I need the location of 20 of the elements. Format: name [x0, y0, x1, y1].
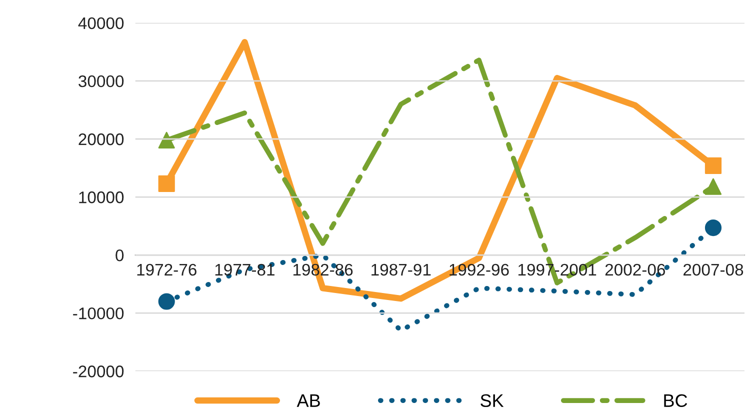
point — [704, 219, 722, 236]
point — [704, 157, 722, 174]
x-tick-label: 1987-91 — [372, 264, 431, 276]
point — [704, 178, 722, 195]
legend-label: SK — [480, 394, 504, 408]
y-tick-label: 30000 — [78, 75, 124, 88]
y-tick-label: -20000 — [73, 366, 124, 378]
y-tick-label: 20000 — [78, 133, 124, 146]
point — [158, 132, 175, 148]
x-tick-label: 2002-06 — [605, 264, 666, 276]
legend-label: BC — [664, 394, 688, 408]
legend-label: AB — [296, 394, 320, 407]
x-tick-label: 2007-08 — [684, 264, 744, 276]
point — [158, 175, 175, 192]
y-tick-label: 10000 — [79, 191, 124, 204]
x-tick-label: 1972-76 — [137, 264, 196, 276]
point — [158, 293, 175, 310]
y-tick-label: 0 — [116, 249, 124, 262]
y-tick-label: 40000 — [78, 17, 124, 30]
y-tick-label: -10000 — [73, 308, 124, 320]
